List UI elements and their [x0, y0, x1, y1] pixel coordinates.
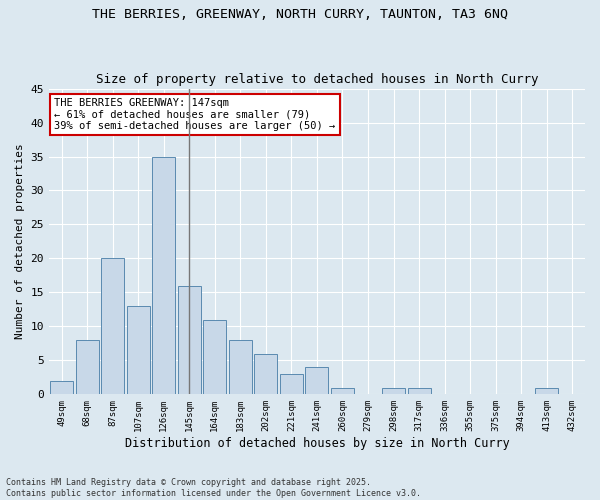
Bar	[203, 320, 226, 394]
Text: THE BERRIES, GREENWAY, NORTH CURRY, TAUNTON, TA3 6NQ: THE BERRIES, GREENWAY, NORTH CURRY, TAUN…	[92, 8, 508, 20]
Text: Contains HM Land Registry data © Crown copyright and database right 2025.
Contai: Contains HM Land Registry data © Crown c…	[6, 478, 421, 498]
Title: Size of property relative to detached houses in North Curry: Size of property relative to detached ho…	[96, 73, 538, 86]
Bar	[331, 388, 354, 394]
X-axis label: Distribution of detached houses by size in North Curry: Distribution of detached houses by size …	[125, 437, 509, 450]
Bar	[407, 388, 431, 394]
Bar	[127, 306, 150, 394]
Bar	[382, 388, 405, 394]
Text: THE BERRIES GREENWAY: 147sqm
← 61% of detached houses are smaller (79)
39% of se: THE BERRIES GREENWAY: 147sqm ← 61% of de…	[54, 98, 335, 131]
Bar	[76, 340, 98, 394]
Bar	[254, 354, 277, 395]
Bar	[178, 286, 201, 395]
Bar	[535, 388, 558, 394]
Bar	[50, 380, 73, 394]
Bar	[229, 340, 252, 394]
Y-axis label: Number of detached properties: Number of detached properties	[15, 144, 25, 340]
Bar	[101, 258, 124, 394]
Bar	[280, 374, 303, 394]
Bar	[152, 156, 175, 394]
Bar	[305, 367, 328, 394]
